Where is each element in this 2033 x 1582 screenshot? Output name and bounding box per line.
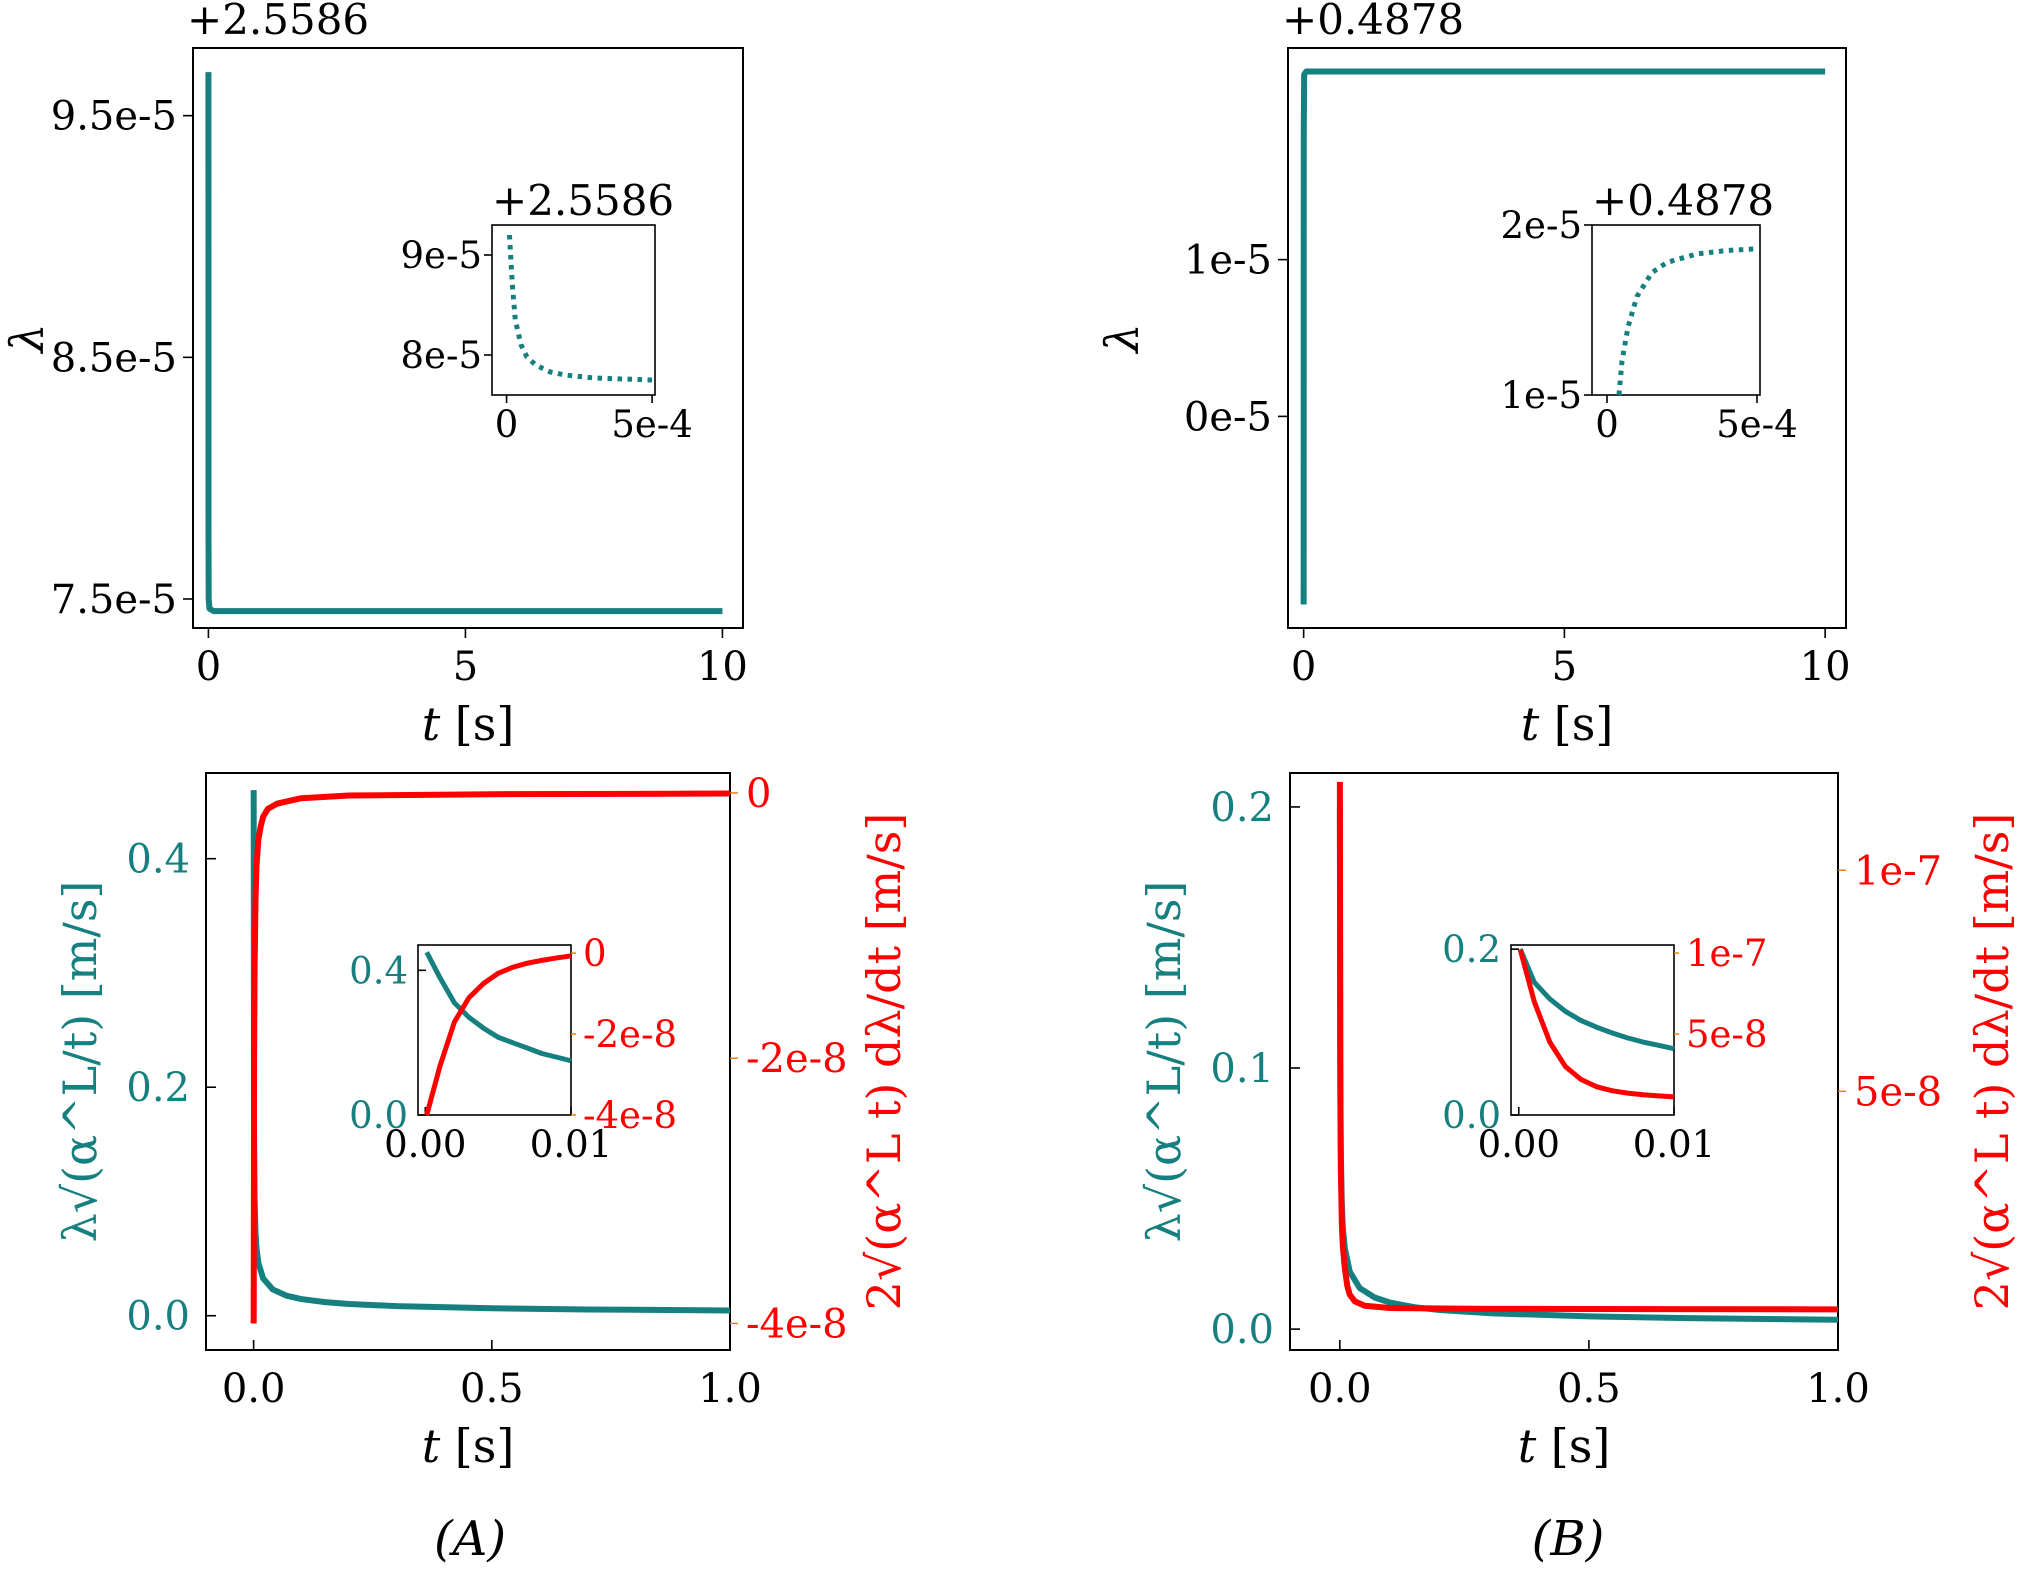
main-x-tick-label: 10 [697, 644, 748, 690]
main-y2-tick-label: 5e-8 [1854, 1069, 1942, 1115]
main-y-tick-label: 1e-5 [1184, 238, 1272, 284]
inset-y-tick-label: 9e-5 [401, 234, 482, 277]
inset-series-line [506, 234, 653, 383]
inset-x-tick-label: 5e-4 [1716, 403, 1797, 446]
main-y-tick-label: 0.4 [126, 837, 190, 883]
inset-axes-frame [1591, 224, 1761, 396]
panel-b-bottom-chart: 0.0 0.5 1.0 0.0 0.1 0.2 5e-8 1e-7 0.00 0.01 0.0 0.2… [1137, 772, 2019, 1473]
inset-y-tick-label: 0.0 [349, 1094, 408, 1137]
main-axes-frame [1289, 772, 1839, 1351]
main-series-line [205, 72, 723, 615]
inset-x-tick-label: 0.01 [1633, 1123, 1715, 1166]
y-axis-label-left: λ√(α^L/t) [m/s] [53, 881, 107, 1243]
inset-x-tick-label: 0.00 [384, 1123, 466, 1166]
inset-axes-frame [417, 944, 572, 1116]
main-y2-tick-label: -4e-8 [746, 1301, 848, 1347]
x-axis-label: t [s] [1521, 697, 1614, 751]
x-axis-label: t [s] [1518, 1419, 1611, 1473]
inset-y2-tick-label: -4e-8 [583, 1094, 677, 1137]
x-axis-label: t [s] [422, 697, 515, 751]
y-axis-label-right: 2√(α^L t) dλ/dt [m/s] [857, 813, 911, 1311]
main-axes-frame [205, 772, 731, 1351]
main-axes-frame [1287, 47, 1847, 629]
y-axis-label: λ [0, 323, 54, 354]
inset-series-line [424, 951, 572, 1064]
inset-y-tick-label: 0.0 [1442, 1094, 1501, 1137]
inset-y2-tick-label: 0 [583, 932, 607, 975]
y-axis-label-left: λ√(α^L/t) [m/s] [1137, 881, 1191, 1243]
inset-y-tick-label: 2e-5 [1501, 204, 1582, 247]
inset-series-line [424, 953, 572, 1116]
inset-series-line [1518, 948, 1675, 1052]
main-x-tick-label: 10 [1800, 644, 1851, 690]
main-y-tick-label: 0.2 [1210, 785, 1274, 831]
main-y2-tick-label: -2e-8 [746, 1036, 848, 1082]
main-offset-text: +0.4878 [1282, 0, 1464, 44]
main-y-tick-label: 0e-5 [1184, 394, 1272, 440]
main-series-line [1336, 806, 1839, 1323]
inset-axes-frame [1510, 944, 1675, 1116]
panel-a-top-chart: 0 5 10 7.5e-5 8.5e-5 9.5e-5 +2.5586 0 5e-4 8e-5 9e… [0, 0, 748, 751]
main-series-line [250, 790, 731, 1324]
inset-offset-text: +0.4878 [1592, 176, 1774, 225]
main-series-line [1300, 68, 1826, 605]
inset-y2-tick-label: 1e-7 [1686, 932, 1767, 975]
panel-label-a: (A) [434, 1511, 506, 1567]
main-y-tick-label: 0.0 [126, 1294, 190, 1340]
inset-y-tick-label: 1e-5 [1501, 374, 1582, 417]
main-x-tick-label: 1.0 [1806, 1366, 1870, 1412]
inset-y2-tick-label: 5e-8 [1686, 1013, 1767, 1056]
main-y-tick-label: 8.5e-5 [51, 335, 177, 381]
inset-y2-tick-label: -2e-8 [583, 1013, 677, 1056]
main-y2-tick-label: 0 [746, 771, 771, 817]
main-offset-text: +2.5586 [187, 0, 369, 44]
inset-x-tick-label: 0 [495, 403, 519, 446]
panel-a-bottom-chart: 0.0 0.5 1.00.00.20.4-4e-8-2e-800.00 0.010.0… [53, 771, 911, 1473]
inset-x-tick-label: 0.01 [530, 1123, 612, 1166]
inset-x-tick-label: 0 [1595, 403, 1619, 446]
main-y-tick-label: 0.1 [1210, 1046, 1274, 1092]
main-x-tick-label: 0 [1291, 644, 1316, 690]
x-axis-label: t [s] [422, 1419, 515, 1473]
main-y2-tick-label: 1e-7 [1854, 848, 1942, 894]
main-x-tick-label: 1.0 [698, 1366, 762, 1412]
inset-y-tick-label: 0.4 [349, 949, 408, 992]
inset-x-tick-label: 0.00 [1478, 1123, 1560, 1166]
main-x-tick-label: 0.5 [460, 1366, 524, 1412]
main-x-tick-label: 0.0 [1308, 1366, 1372, 1412]
main-x-tick-label: 0.0 [222, 1366, 286, 1412]
main-series-line [1336, 781, 1839, 1313]
inset-x-tick-label: 5e-4 [611, 403, 692, 446]
panel-label-b: (B) [1532, 1511, 1605, 1567]
main-x-tick-label: 5 [1552, 644, 1577, 690]
inset-y-tick-label: 8e-5 [401, 334, 482, 377]
inset-offset-text: +2.5586 [492, 176, 674, 225]
main-axes-frame [192, 47, 744, 629]
main-x-tick-label: 0.5 [1557, 1366, 1621, 1412]
main-y-tick-label: 9.5e-5 [51, 94, 177, 140]
y-axis-label-right: 2√(α^L t) dλ/dt [m/s] [1965, 813, 2019, 1311]
inset-axes-frame [491, 224, 656, 396]
inset-series-line [1616, 246, 1758, 396]
y-axis-label: λ [1095, 323, 1149, 354]
main-y-tick-label: 7.5e-5 [51, 577, 177, 623]
inset-series-line [1517, 949, 1675, 1100]
main-y-tick-label: 0.2 [126, 1065, 190, 1111]
main-x-tick-label: 0 [196, 644, 221, 690]
main-y-tick-label: 0.0 [1210, 1307, 1274, 1353]
inset-y-tick-label: 0.2 [1442, 928, 1501, 971]
main-x-tick-label: 5 [453, 644, 478, 690]
